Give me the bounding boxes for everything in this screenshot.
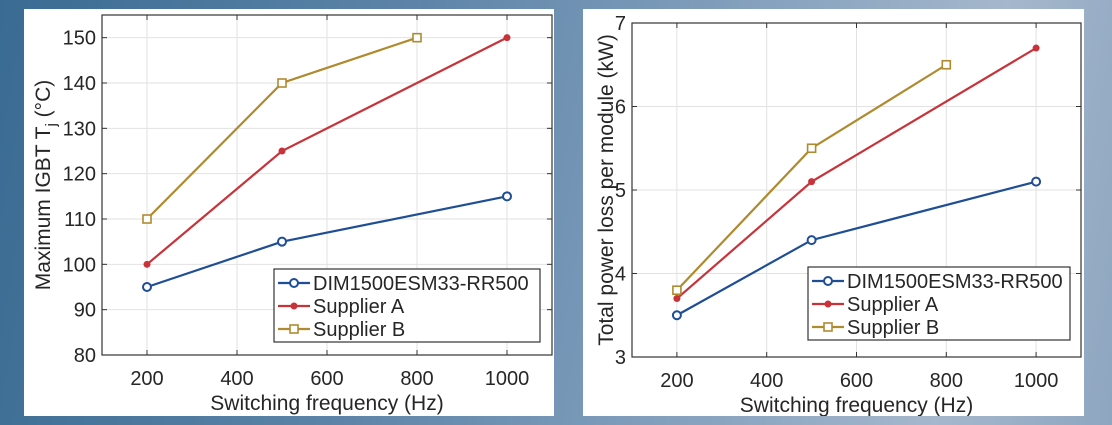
legend-box [807, 266, 1071, 341]
y-tick-label: 100 [63, 254, 96, 276]
data-point-dot [808, 178, 816, 186]
series-1 [143, 34, 511, 268]
x-axis-label: Switching frequency (Hz) [210, 392, 443, 415]
legend-entry: Supplier A [847, 294, 939, 316]
data-point-circle [806, 235, 817, 246]
data-point-square [672, 285, 682, 296]
y-tick-label: 150 [63, 28, 96, 50]
x-tick-label: 800 [930, 370, 963, 392]
y-axis-label-text: Total power loss per module (kW) [595, 34, 618, 346]
series-0 [142, 191, 512, 292]
y-tick-label: 110 [64, 209, 96, 231]
x-tick-label: 1000 [1014, 370, 1059, 392]
axes-box [101, 14, 553, 356]
y-tick-label: 90 [74, 300, 96, 322]
chart-panel-junction-temperature: 200 400 600 800 1000 80 90 100 110 120 130 140 150 Sw… [24, 9, 554, 416]
data-point-dot [290, 302, 298, 310]
legend-entry: Supplier B [313, 319, 405, 341]
x-tick-label: 600 [310, 368, 343, 390]
data-point-dot [143, 260, 151, 268]
chart-svg: 200 400 600 800 1000 3 4 5 6 7 Switching frequency… [595, 13, 1082, 416]
y-tick-label: 6 [615, 97, 626, 119]
y-tick-label: 7 [615, 13, 626, 35]
x-tick-label: 200 [660, 370, 693, 392]
series-1 [673, 44, 1040, 303]
data-point-circle [823, 276, 833, 286]
x-tick-label: 400 [220, 368, 253, 390]
data-point-dot [1032, 44, 1040, 52]
legend-entry: DIM1500ESM33-RR500 [313, 273, 529, 295]
series-line [676, 63, 947, 291]
chart-panel-power-loss: 200 400 600 800 1000 3 4 5 6 7 Switching frequency… [583, 9, 1084, 416]
data-point-square [941, 59, 952, 70]
data-point-dot [503, 34, 511, 42]
y-tick-label: 140 [63, 73, 96, 95]
data-point-dot [673, 295, 681, 303]
data-point-square [277, 78, 287, 88]
data-point-circle [289, 278, 299, 288]
y-tick-label: 120 [63, 164, 96, 186]
data-point-square [289, 324, 299, 334]
data-point-circle [1031, 176, 1042, 187]
series-0 [671, 176, 1042, 321]
x-tick-label: 400 [750, 370, 783, 392]
chart-svg: 200 400 600 800 1000 80 90 100 110 120 130 140 150 Sw… [32, 14, 553, 415]
y-axis-label: Total power loss per module (kW) [595, 34, 618, 346]
data-point-circle [277, 236, 287, 247]
y-tick-label: 3 [615, 347, 626, 369]
data-point-square [412, 32, 422, 43]
y-tick-label: 4 [615, 264, 626, 286]
data-point-square [142, 214, 152, 224]
data-point-dot [824, 300, 832, 308]
y-axis-label: Maximum IGBT Tj (°C) [32, 80, 60, 290]
x-tick-label: 800 [400, 368, 433, 390]
y-axis-label-unit: (°C) [32, 80, 55, 123]
data-point-square [823, 322, 833, 332]
legend-entry: Supplier A [313, 296, 405, 318]
y-axis-label-subscript: j [43, 123, 60, 127]
legend-entry: DIM1500ESM33-RR500 [847, 271, 1063, 293]
x-tick-label: 1000 [485, 368, 530, 390]
data-point-circle [671, 310, 682, 321]
y-tick-label: 5 [615, 180, 626, 202]
y-axis-label-text: Maximum IGBT T [32, 126, 55, 290]
legend-entry: Supplier B [847, 317, 939, 339]
x-tick-label: 200 [130, 368, 163, 390]
data-point-circle [502, 191, 512, 202]
series-2 [672, 59, 952, 296]
y-tick-label: 130 [63, 118, 96, 140]
x-axis-label: Switching frequency (Hz) [740, 394, 973, 416]
axes-box [631, 22, 1082, 358]
legend-box [273, 268, 541, 343]
data-point-dot [278, 147, 286, 155]
y-tick-label: 80 [74, 345, 96, 367]
data-point-square [806, 143, 817, 154]
data-point-circle [142, 282, 152, 292]
series-2 [142, 32, 422, 224]
x-tick-label: 600 [840, 370, 873, 392]
